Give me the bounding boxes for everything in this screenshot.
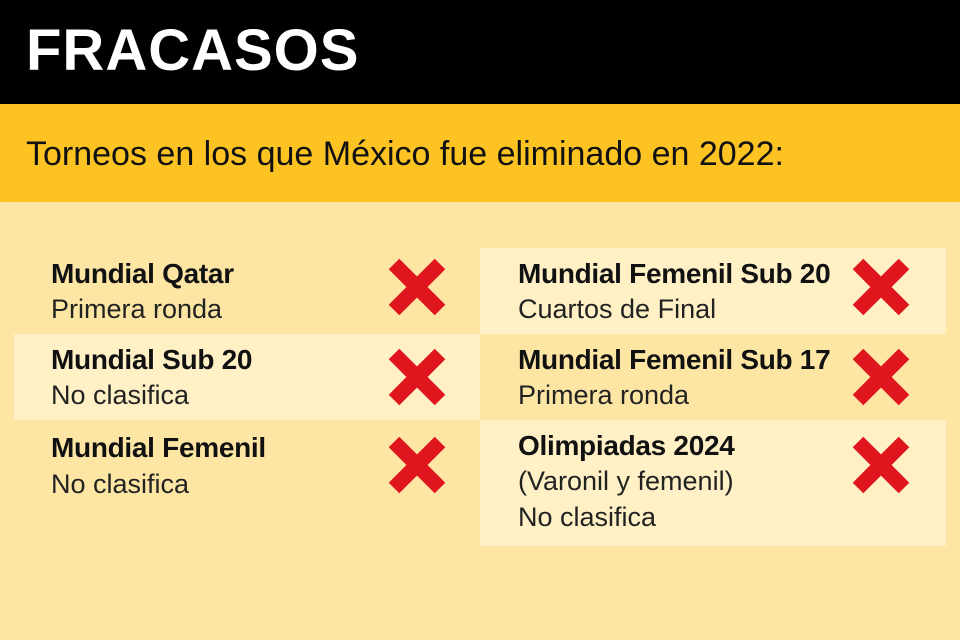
tournament-name: Mundial Sub 20 [51,344,253,375]
cross-icon [388,348,446,406]
tournament-name: Mundial Femenil [51,432,266,463]
tournament-result: No clasifica [51,469,190,499]
cross-icon [852,258,910,316]
header-bar: FRACASOS [0,0,960,104]
tournament-result: Cuartos de Final [518,294,717,324]
subheader-bar: Torneos en los que México fue eliminado … [0,104,960,202]
list-item: Mundial Femenil No clasifica [14,420,480,510]
tournament-detail: (Varonil y femenil) [518,466,734,496]
tournament-name: Mundial Femenil Sub 20 [518,258,831,289]
tournament-name: Mundial Femenil Sub 17 [518,344,831,375]
tournament-result: Primera ronda [518,380,690,410]
cross-icon [388,258,446,316]
tournament-name: Olimpiadas 2024 [518,430,735,461]
cross-icon [388,436,446,494]
list-item: Olimpiadas 2024 (Varonil y femenil) No c… [480,420,946,546]
subtitle: Torneos en los que México fue eliminado … [26,135,784,173]
cross-icon [852,348,910,406]
list-item: Mundial Qatar Primera ronda [14,248,480,334]
list-item: Mundial Femenil Sub 17 Primera ronda [480,334,946,420]
tournament-result: No clasifica [51,380,190,410]
tournament-result: Primera ronda [51,294,223,324]
page-title: FRACASOS [26,18,360,83]
cross-icon [852,436,910,494]
tournament-name: Mundial Qatar [51,258,234,289]
list-item: Mundial Femenil Sub 20 Cuartos de Final [480,248,946,334]
list-item: Mundial Sub 20 No clasifica [14,334,480,420]
tournament-result: No clasifica [518,502,657,532]
